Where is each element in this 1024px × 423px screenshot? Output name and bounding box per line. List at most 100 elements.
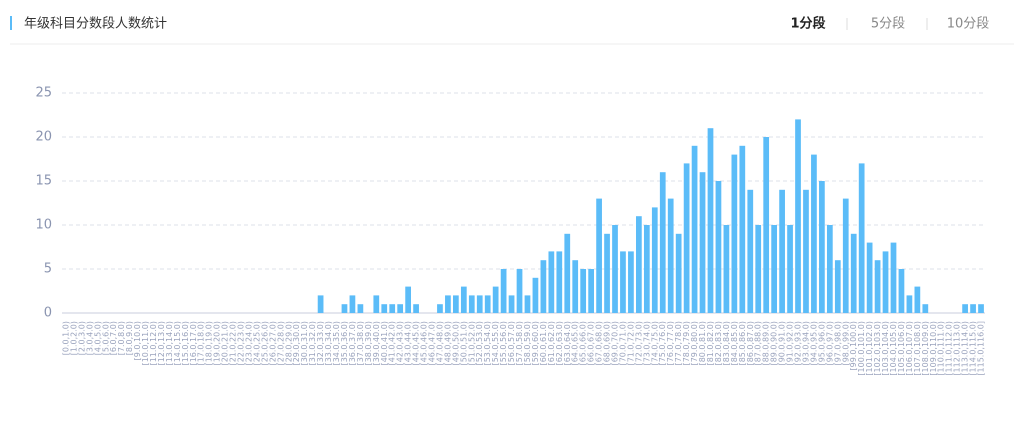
tab[interactable]: 5分段 [871,17,905,32]
x-tick-label: [67.0,68.0) [595,321,604,365]
x-tick-label: [29.0,30.0) [292,321,301,365]
bar [341,304,348,313]
bar [747,189,754,313]
bar [500,269,507,313]
tab[interactable]: 10分段 [947,17,990,32]
x-tick-label: [105.0,106.0) [897,321,906,376]
x-tick-label: [62.0,63.0) [555,321,564,365]
x-tick-label: [17.0,18.0) [197,321,206,365]
bar [620,251,626,313]
x-tick-label: [87.0,88.0) [754,321,763,365]
bar [763,137,770,313]
bar [858,163,865,313]
x-tick-label: [55.0,56.0) [499,321,508,365]
bar [612,225,618,313]
bar [604,233,610,313]
x-tick-label: [95.0,96.0) [817,321,826,365]
x-tick-label: [85.0,86.0) [738,321,747,365]
x-tick-label: [44.0,45.0) [412,321,421,365]
bar [842,198,849,313]
x-tick-label: [28.0,29.0) [284,321,293,365]
x-tick-label: [59.0,60.0) [531,321,540,365]
x-tick-label: [42.0,43.0) [396,321,405,365]
bar [437,304,443,313]
x-tick-label: [74.0,75.0) [650,321,659,365]
x-tick-label: [9.0,10.0) [133,321,142,360]
y-tick-label: 20 [35,130,52,145]
bar [731,154,738,313]
x-tick-label: [111.0,112.0) [945,321,954,376]
bar [397,304,404,313]
x-tick-label: [82.0,83.0) [714,321,723,365]
bar [882,251,889,313]
x-tick-label: [1.0,2.0) [69,321,78,355]
x-tick-label: [43.0,44.0) [404,321,413,365]
x-tick-label: [88.0,89.0) [762,321,771,365]
x-tick-label: [37.0,38.0) [356,321,365,365]
x-tick-label: [69.0,70.0) [611,321,620,365]
x-tick-label: [45.0,46.0) [420,321,429,365]
x-tick-label: [13.0,14.0) [165,321,174,365]
bar [643,225,650,313]
x-tick-label: [79.0,80.0) [690,321,699,365]
title-accent [10,16,12,30]
bar [373,295,380,313]
x-tick-label: [4.0,5.0) [93,321,102,355]
bar [970,304,976,313]
x-tick-label: [10.0,11.0) [141,321,150,365]
x-tick-label: [113.0,114.0) [961,321,970,376]
bar [691,145,698,313]
x-tick-label: [112.0,113.0) [953,321,962,376]
y-tick-label: 5 [44,262,52,277]
x-tick-label: [2.0,3.0) [77,321,86,355]
x-tick-label: [57.0,58.0) [515,321,524,365]
x-tick-label: [94.0,95.0) [809,321,818,365]
x-tick-label: [71.0,72.0) [626,321,635,365]
x-tick-label: [6.0,7.0) [109,321,118,355]
x-tick-label: [89.0,90.0) [770,321,779,365]
x-tick-label: [103.0,104.0) [881,321,890,376]
x-tick-label: [108.0,109.0) [921,321,930,376]
x-tick-label: [104.0,105.0) [889,321,898,376]
x-tick-label: [81.0,82.0) [706,321,715,365]
y-tick-label: 15 [35,174,52,189]
bar [707,128,714,313]
x-tick-label: [90.0,91.0) [778,321,787,365]
x-tick-label: [102.0,103.0) [873,321,882,376]
x-tick-label: [50.0,51.0) [459,321,468,365]
x-tick-label: [101.0,102.0) [865,321,874,376]
bar [564,233,571,313]
bar [556,251,563,313]
x-tick-label: [60.0,61.0) [539,321,548,365]
x-tick-label: [30.0,31.0) [300,321,309,365]
x-tick-label: [91.0,92.0) [786,321,795,365]
x-tick-label: [35.0,36.0) [340,321,349,365]
x-tick-label: [65.0,66.0) [579,321,588,365]
x-tick-label: [64.0,65.0) [571,321,580,365]
x-tick-label: [84.0,85.0) [730,321,739,365]
bar [580,269,587,313]
bar [476,295,483,313]
bar [779,189,785,313]
x-tick-label: [61.0,62.0) [547,321,556,365]
bar [381,304,388,313]
bar [468,295,475,313]
x-tick-label: [12.0,13.0) [157,321,166,365]
bar [803,189,809,313]
x-tick-label: [22.0,23.0) [237,321,246,365]
x-tick-label: [110.0,111.0) [937,321,946,376]
bar [826,225,833,313]
bar [739,145,746,313]
bar [532,277,539,313]
x-tick-label: [63.0,64.0) [563,321,572,365]
bar [898,269,905,313]
x-tick-label: [16.0,17.0) [189,321,198,365]
x-tick-label: [14.0,15.0) [173,321,182,365]
x-tick-label: [39.0,40.0) [372,321,381,365]
bar [659,172,666,313]
bar [890,242,897,313]
bar [675,233,682,313]
x-tick-label: [7.0,8.0) [117,321,126,355]
tab[interactable]: 1分段 [790,16,825,32]
x-tick-label: [19.0,20.0) [213,321,222,365]
